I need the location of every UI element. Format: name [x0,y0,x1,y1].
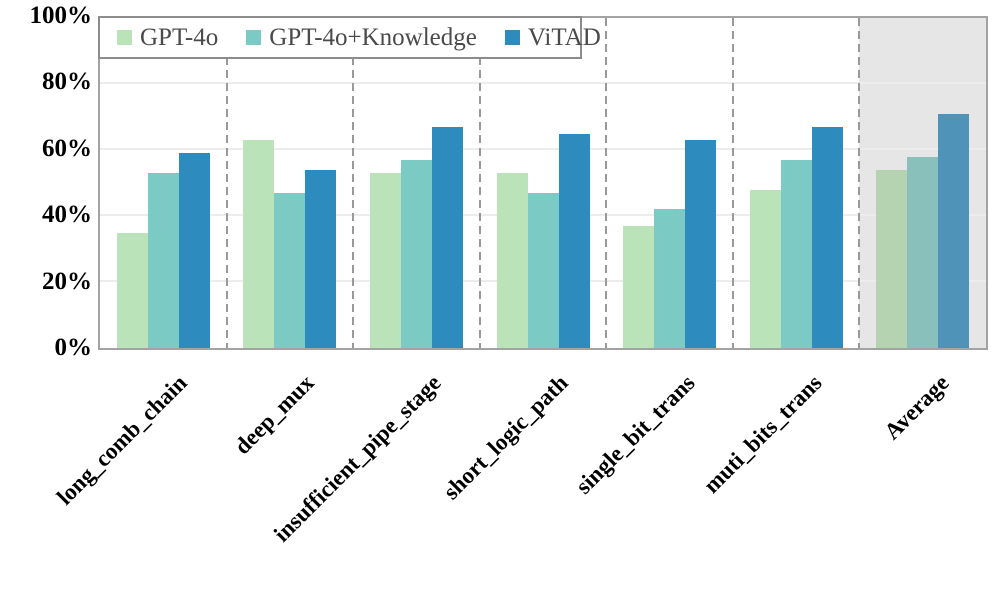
x-axis-category-label: long_comb_chain [51,370,192,510]
y-axis-tick-label: 40% [42,201,92,229]
bar-gpt-4o [876,169,908,348]
bar-gpt-4o-knowledge [527,192,559,348]
gridline [100,148,986,150]
y-axis-tick-label: 60% [42,134,92,162]
y-axis-tick-label: 0% [54,334,93,361]
legend-swatch-gpt4o-knowledge-icon [246,30,262,45]
legend-item-gpt4o: GPT-4o [117,24,218,52]
bar-gpt-4o [496,173,528,348]
bar-vitad [811,126,843,348]
bar-group-insufficient_pipe_stage [353,18,480,348]
bar-group-muti_bits_trans [733,18,860,348]
bar-gpt-4o-knowledge [274,192,306,348]
bar-gpt-4o [369,173,401,348]
category-separator [225,18,228,348]
gridline [100,82,986,84]
category-separator [731,18,734,348]
legend-swatch-vitad-icon [504,30,520,45]
bar-gpt-4o-knowledge [654,209,686,348]
plot-area: GPT-4o GPT-4o+Knowledge ViTAD [98,16,988,350]
bar-gpt-4o [623,225,655,348]
bar-group-single_bit_trans [606,18,733,348]
bar-vitad [938,113,970,348]
bar-vitad [685,140,717,348]
bar-group-long_comb_chain [100,18,227,348]
category-separator [478,18,481,348]
category-separator [858,18,861,348]
bar-group-average [859,18,986,348]
legend-label-gpt4o: GPT-4o [140,23,219,51]
bar-gpt-4o-knowledge [400,159,432,348]
bar-groups [100,18,986,348]
y-axis-tick-label: 80% [42,68,92,96]
y-axis-tick-label: 20% [42,267,92,295]
category-separator [352,18,355,348]
legend-item-vitad: ViTAD [504,23,601,52]
bar-gpt-4o [116,232,148,348]
bar-gpt-4o-knowledge [780,159,812,348]
legend-item-gpt4o-knowledge: GPT-4o+Knowledge [246,24,477,52]
bar-vitad [178,153,210,348]
bar-gpt-4o-knowledge [147,173,179,348]
bar-group-deep_mux [227,18,354,348]
legend-label-vitad: ViTAD [527,23,601,51]
bar-gpt-4o [749,189,781,348]
bar-vitad [558,133,590,348]
legend: GPT-4o GPT-4o+Knowledge ViTAD [98,16,601,59]
bar-gpt-4o-knowledge [907,156,939,348]
legend-swatch-gpt4o-icon [117,30,132,45]
category-separator [605,18,608,348]
y-axis-tick-label: 100% [29,2,93,29]
bar-vitad [305,169,337,348]
legend-label-gpt4o-knowledge: GPT-4o+Knowledge [269,23,477,51]
bar-gpt-4o [243,140,275,348]
bar-vitad [431,126,463,348]
bar-group-short_logic_path [480,18,607,348]
